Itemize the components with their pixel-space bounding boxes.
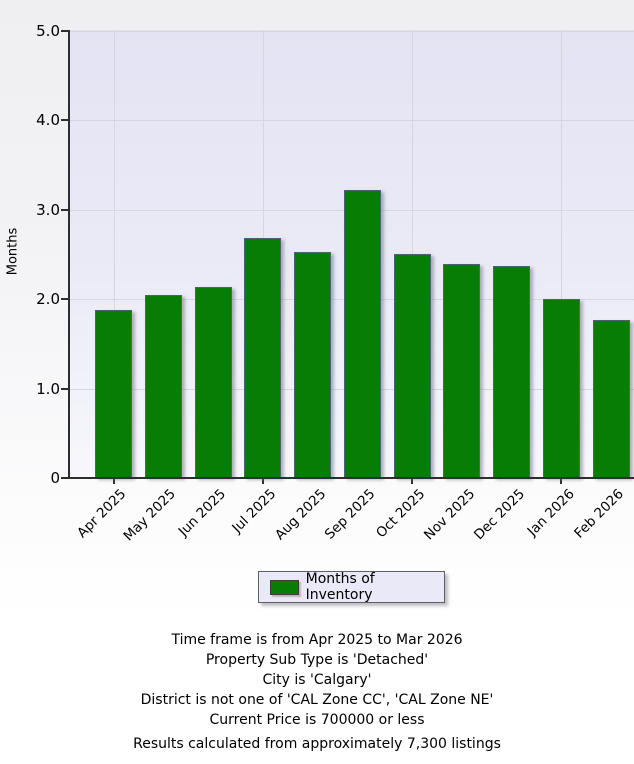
y-tick-mark [61,119,68,121]
results-note: Results calculated from approximately 7,… [133,736,501,752]
filter-line: District is not one of 'CAL Zone CC', 'C… [140,692,494,708]
bar-nov-2025 [443,264,480,478]
filter-line: City is 'Calgary' [262,672,372,688]
y-tick-label: 0 [50,469,60,487]
gridline-horizontal [70,120,634,121]
y-tick-label: 5.0 [36,22,60,40]
gridline-horizontal [70,31,634,32]
x-tick-mark [560,479,562,484]
gridline-vertical [114,30,115,478]
x-axis-line [68,477,634,479]
y-tick-mark [61,209,68,211]
y-tick-mark [61,388,68,390]
y-tick-label: 3.0 [36,201,60,219]
bar-apr-2025 [95,310,132,478]
filter-line: Property Sub Type is 'Detached' [205,652,429,668]
y-axis-line [68,30,70,478]
y-tick-mark [61,30,68,32]
y-tick-mark [61,298,68,300]
x-tick-mark [262,479,264,484]
y-tick-mark [61,477,68,479]
y-tick-label: 4.0 [36,111,60,129]
y-axis-title: Months [5,227,21,276]
x-tick-mark [113,479,115,484]
bar-dec-2025 [493,266,530,478]
filter-description: Time frame is from Apr 2025 to Mar 2026 … [0,630,634,730]
bar-jan-2026 [543,299,580,478]
legend-swatch-icon [270,579,299,595]
bar-aug-2025 [294,252,331,478]
y-tick-label: 1.0 [36,380,60,398]
y-tick-label: 2.0 [36,290,60,308]
bar-jul-2025 [244,238,281,478]
bar-feb-2026 [593,320,630,478]
x-tick-mark [411,479,413,484]
bar-jun-2025 [195,287,232,478]
bar-sep-2025 [344,190,381,478]
bar-oct-2025 [394,254,431,478]
legend-label: Months of Inventory [305,571,375,603]
filter-line: Current Price is 700000 or less [209,712,425,728]
bar-may-2025 [145,295,182,478]
gridline-vertical [561,30,562,478]
filter-line: Time frame is from Apr 2025 to Mar 2026 [171,632,463,648]
legend: Months of Inventory [258,571,445,603]
